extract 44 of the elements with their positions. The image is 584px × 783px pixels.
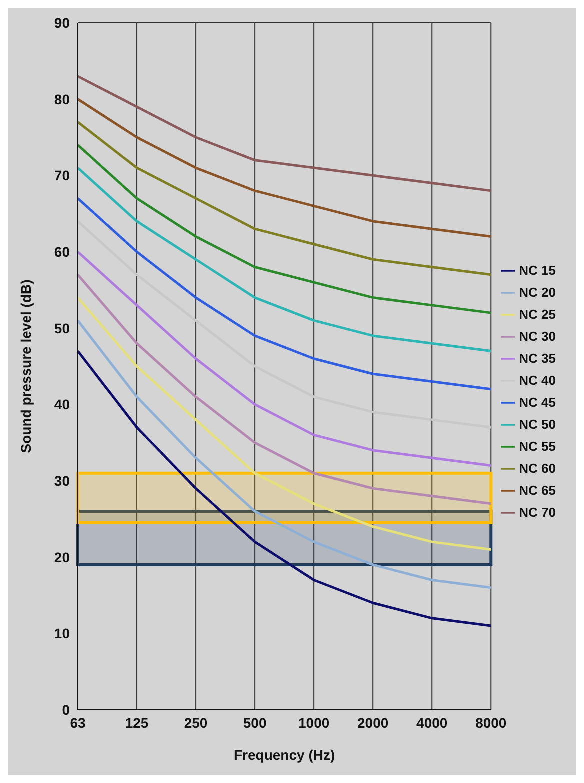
y-tick-label: 60 [54, 244, 70, 260]
line-series [78, 197, 492, 391]
legend-label: NC 40 [519, 372, 556, 388]
x-tick-label: 4000 [416, 714, 448, 731]
y-tick-label: 90 [54, 14, 70, 31]
legend-label: NC 30 [519, 328, 556, 344]
y-tick-label: 30 [54, 472, 70, 489]
y-tick-label: 70 [54, 168, 70, 184]
y-tick-label: 80 [54, 91, 70, 108]
legend-label: NC 55 [519, 438, 556, 454]
x-tick-label: 125 [125, 714, 149, 731]
x-tick-label: 500 [243, 714, 267, 731]
line-series [78, 296, 492, 551]
legend-label: NC 45 [519, 394, 556, 410]
line-series [78, 98, 492, 238]
line-series [78, 274, 492, 506]
y-tick-label: 10 [54, 626, 70, 642]
legend-label: NC 60 [519, 460, 556, 476]
line-series [78, 75, 492, 192]
legend-label: NC 50 [519, 416, 556, 432]
x-tick-label: 63 [70, 714, 86, 731]
legend-label: NC 35 [519, 350, 556, 366]
line-series [78, 250, 492, 467]
x-tick-label: 2000 [358, 714, 389, 731]
x-tick-label: 250 [184, 714, 208, 731]
x-axis-title: Frequency (Hz) [234, 747, 336, 763]
line-series [78, 220, 492, 429]
y-tick-label: 0 [62, 702, 70, 718]
line-series [78, 350, 492, 628]
y-axis-title: Sound pressure level (dB) [18, 280, 34, 454]
legend-label: NC 20 [519, 284, 556, 300]
x-tick-label: 1000 [298, 714, 330, 731]
line-series [78, 144, 492, 314]
legend-label: NC 15 [519, 262, 556, 278]
legend-label: NC 70 [519, 504, 556, 520]
legend-label: NC 65 [519, 482, 556, 498]
y-tick-label: 20 [54, 549, 70, 566]
y-tick-label: 40 [54, 396, 70, 413]
line-series [78, 120, 492, 276]
line-series [78, 319, 492, 590]
legend-label: NC 25 [519, 306, 556, 322]
line-series [78, 166, 492, 352]
y-tick-label: 50 [54, 320, 70, 336]
x-tick-label: 8000 [476, 714, 507, 731]
